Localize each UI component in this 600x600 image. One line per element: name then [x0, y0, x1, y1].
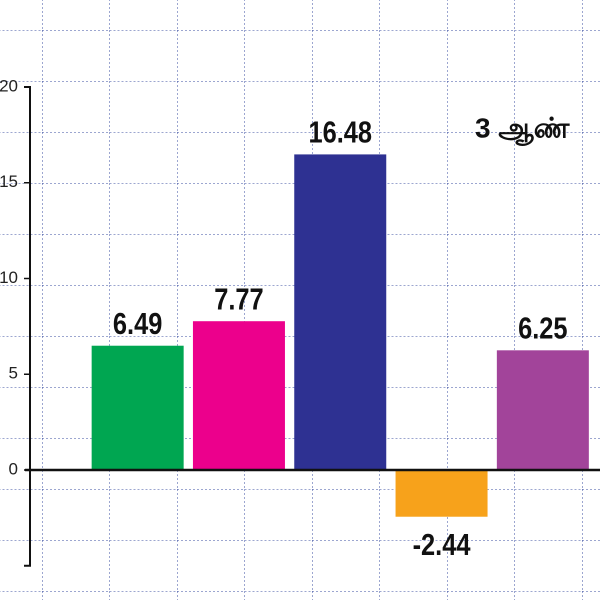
bar [192, 321, 285, 470]
y-tick-label: 10 [0, 268, 18, 287]
value-label: 6.49 [113, 307, 162, 342]
y-tick-label: 5 [9, 364, 18, 383]
bar [496, 350, 589, 470]
value-label: -2.44 [413, 528, 471, 563]
annotation: 3 ஆண் [475, 112, 570, 146]
y-tick-label: 0 [9, 459, 18, 478]
value-label: 7.77 [214, 282, 263, 317]
value-label: 16.48 [308, 115, 372, 150]
y-tick-label: 15 [0, 172, 18, 191]
value-label: 6.25 [518, 311, 567, 346]
bar [294, 154, 387, 470]
y-tick-label: 20 [0, 76, 18, 95]
bar [91, 345, 184, 470]
bar [395, 470, 488, 517]
